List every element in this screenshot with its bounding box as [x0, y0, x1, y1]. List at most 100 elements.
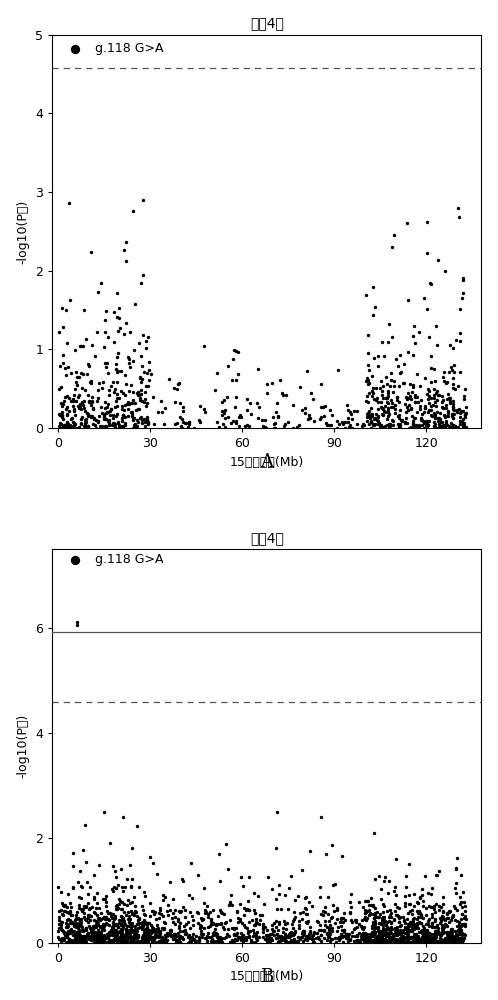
- Point: [457, 404, 465, 420]
- Point: [65, 418, 73, 434]
- Point: [420, 921, 428, 937]
- Point: [243, 901, 251, 917]
- Point: [418, 898, 426, 914]
- Point: [262, 927, 270, 943]
- Point: [244, 925, 251, 941]
- Point: [431, 407, 439, 423]
- Point: [391, 401, 399, 417]
- Point: [90, 411, 98, 427]
- Point: [261, 931, 269, 947]
- Point: [374, 408, 381, 424]
- Point: [93, 933, 101, 949]
- Point: [359, 921, 367, 937]
- Point: [441, 932, 449, 948]
- Point: [281, 932, 289, 948]
- Point: [226, 934, 234, 950]
- Point: [213, 929, 221, 945]
- Point: [287, 927, 295, 943]
- Point: [374, 401, 382, 417]
- Point: [251, 905, 259, 921]
- Point: [134, 414, 142, 430]
- Point: [403, 918, 411, 934]
- Point: [93, 895, 101, 911]
- Point: [170, 926, 178, 942]
- Point: [111, 384, 119, 400]
- Point: [423, 413, 431, 429]
- Point: [439, 392, 447, 408]
- Point: [88, 389, 96, 405]
- Point: [143, 411, 151, 427]
- Point: [439, 925, 447, 941]
- Point: [309, 927, 317, 943]
- Point: [379, 407, 387, 423]
- Point: [106, 417, 114, 433]
- Point: [388, 413, 396, 429]
- Point: [460, 416, 468, 432]
- Point: [125, 915, 133, 931]
- Point: [419, 893, 427, 909]
- Point: [456, 930, 464, 946]
- Point: [141, 927, 149, 943]
- Point: [437, 927, 445, 943]
- Point: [370, 919, 377, 935]
- Point: [430, 901, 438, 917]
- Point: [364, 405, 372, 421]
- Point: [85, 928, 93, 944]
- Point: [69, 915, 77, 931]
- Point: [432, 934, 440, 950]
- Point: [416, 889, 424, 905]
- Point: [156, 900, 164, 916]
- Point: [83, 920, 91, 936]
- Point: [408, 906, 416, 922]
- Point: [209, 927, 217, 943]
- Point: [421, 400, 429, 416]
- Point: [78, 879, 86, 895]
- Point: [67, 899, 75, 915]
- Point: [387, 914, 395, 930]
- Point: [118, 410, 126, 426]
- Point: [454, 200, 462, 216]
- Point: [451, 381, 459, 397]
- Point: [393, 922, 401, 938]
- Point: [143, 915, 151, 931]
- Point: [252, 928, 260, 944]
- Point: [431, 923, 439, 939]
- Point: [149, 389, 157, 405]
- Point: [82, 899, 90, 915]
- Point: [118, 922, 125, 938]
- Point: [80, 905, 88, 921]
- Point: [430, 418, 438, 434]
- Point: [439, 932, 447, 948]
- Point: [316, 879, 324, 895]
- Point: [118, 935, 126, 951]
- Point: [441, 409, 449, 425]
- Point: [385, 925, 393, 941]
- Point: [125, 922, 133, 938]
- Point: [250, 925, 258, 941]
- Point: [143, 935, 151, 951]
- Point: [273, 901, 281, 917]
- Point: [195, 932, 203, 948]
- Point: [192, 933, 200, 949]
- Point: [382, 390, 390, 406]
- Point: [245, 902, 253, 918]
- Point: [217, 904, 225, 920]
- Point: [411, 927, 419, 943]
- Point: [55, 909, 63, 925]
- Point: [99, 920, 107, 936]
- Point: [72, 926, 80, 942]
- Point: [458, 916, 466, 932]
- Point: [456, 924, 464, 940]
- Point: [438, 923, 446, 939]
- Point: [397, 926, 405, 942]
- Point: [370, 919, 377, 935]
- Point: [152, 927, 160, 943]
- Point: [393, 919, 401, 935]
- Point: [388, 395, 396, 411]
- Point: [186, 904, 194, 920]
- Point: [249, 922, 257, 938]
- Point: [69, 880, 77, 896]
- Point: [136, 370, 144, 386]
- Point: [65, 931, 73, 947]
- Point: [390, 378, 398, 394]
